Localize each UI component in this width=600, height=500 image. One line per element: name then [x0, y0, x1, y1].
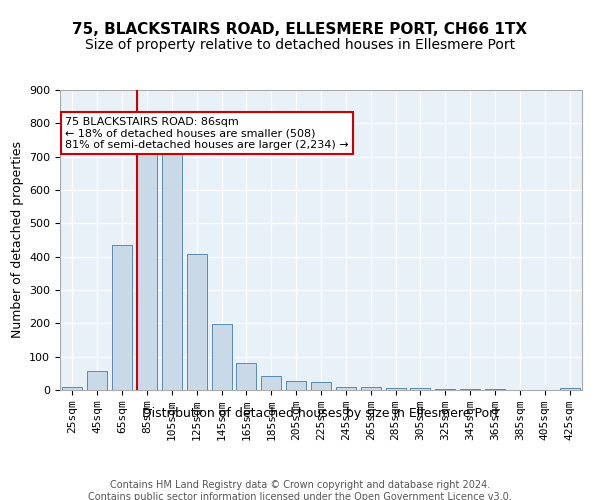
- Bar: [436, 388, 455, 390]
- Text: Contains HM Land Registry data © Crown copyright and database right 2024.
Contai: Contains HM Land Registry data © Crown c…: [88, 480, 512, 500]
- Bar: [311, 382, 331, 390]
- Bar: [262, 376, 281, 390]
- Bar: [336, 386, 356, 390]
- Bar: [361, 388, 380, 390]
- Bar: [112, 245, 132, 390]
- Bar: [187, 254, 206, 390]
- Text: 75 BLACKSTAIRS ROAD: 86sqm
← 18% of detached houses are smaller (508)
81% of sem: 75 BLACKSTAIRS ROAD: 86sqm ← 18% of deta…: [65, 116, 349, 150]
- Y-axis label: Number of detached properties: Number of detached properties: [11, 142, 23, 338]
- Bar: [137, 138, 157, 390]
- Bar: [410, 388, 430, 390]
- Bar: [62, 386, 82, 390]
- Bar: [88, 370, 107, 390]
- Bar: [162, 140, 182, 390]
- Text: Distribution of detached houses by size in Ellesmere Port: Distribution of detached houses by size …: [142, 408, 500, 420]
- Bar: [386, 388, 406, 390]
- Bar: [286, 381, 306, 390]
- Text: Size of property relative to detached houses in Ellesmere Port: Size of property relative to detached ho…: [85, 38, 515, 52]
- Bar: [236, 364, 256, 390]
- Bar: [212, 324, 232, 390]
- Text: 75, BLACKSTAIRS ROAD, ELLESMERE PORT, CH66 1TX: 75, BLACKSTAIRS ROAD, ELLESMERE PORT, CH…: [73, 22, 527, 38]
- Bar: [560, 388, 580, 390]
